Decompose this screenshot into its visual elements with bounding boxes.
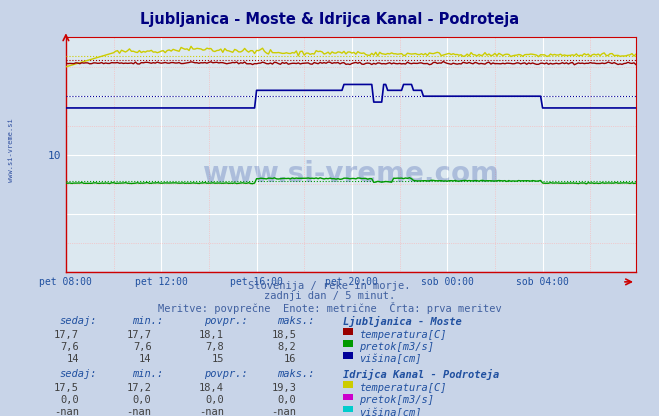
Text: www.si-vreme.com: www.si-vreme.com bbox=[202, 160, 500, 188]
Text: 17,5: 17,5 bbox=[54, 383, 79, 393]
Text: 8,2: 8,2 bbox=[278, 342, 297, 352]
Text: min.:: min.: bbox=[132, 316, 163, 326]
Text: 15: 15 bbox=[212, 354, 224, 364]
Text: zadnji dan / 5 minut.: zadnji dan / 5 minut. bbox=[264, 291, 395, 301]
Text: povpr.:: povpr.: bbox=[204, 316, 248, 326]
Text: 18,5: 18,5 bbox=[272, 330, 297, 340]
Text: višina[cm]: višina[cm] bbox=[359, 354, 422, 364]
Text: 16: 16 bbox=[284, 354, 297, 364]
Text: 0,0: 0,0 bbox=[206, 395, 224, 405]
Text: 14: 14 bbox=[67, 354, 79, 364]
Text: 17,2: 17,2 bbox=[127, 383, 152, 393]
Text: maks.:: maks.: bbox=[277, 316, 314, 326]
Text: 17,7: 17,7 bbox=[127, 330, 152, 340]
Text: min.:: min.: bbox=[132, 369, 163, 379]
Text: 17,7: 17,7 bbox=[54, 330, 79, 340]
Text: 14: 14 bbox=[139, 354, 152, 364]
Text: pretok[m3/s]: pretok[m3/s] bbox=[359, 342, 434, 352]
Text: maks.:: maks.: bbox=[277, 369, 314, 379]
Text: www.si-vreme.si: www.si-vreme.si bbox=[8, 118, 14, 182]
Text: temperatura[C]: temperatura[C] bbox=[359, 383, 447, 393]
Text: -nan: -nan bbox=[54, 407, 79, 416]
Text: Slovenija / reke in morje.: Slovenija / reke in morje. bbox=[248, 281, 411, 291]
Text: -nan: -nan bbox=[272, 407, 297, 416]
Text: 7,8: 7,8 bbox=[206, 342, 224, 352]
Text: višina[cm]: višina[cm] bbox=[359, 407, 422, 416]
Text: -nan: -nan bbox=[199, 407, 224, 416]
Text: temperatura[C]: temperatura[C] bbox=[359, 330, 447, 340]
Text: sedaj:: sedaj: bbox=[59, 369, 97, 379]
Text: 0,0: 0,0 bbox=[278, 395, 297, 405]
Text: 18,1: 18,1 bbox=[199, 330, 224, 340]
Text: povpr.:: povpr.: bbox=[204, 369, 248, 379]
Text: 7,6: 7,6 bbox=[61, 342, 79, 352]
Text: Idrijca Kanal - Podroteja: Idrijca Kanal - Podroteja bbox=[343, 369, 499, 380]
Text: Ljubljanica - Moste & Idrijca Kanal - Podroteja: Ljubljanica - Moste & Idrijca Kanal - Po… bbox=[140, 12, 519, 27]
Text: pretok[m3/s]: pretok[m3/s] bbox=[359, 395, 434, 405]
Text: Meritve: povprečne  Enote: metrične  Črta: prva meritev: Meritve: povprečne Enote: metrične Črta:… bbox=[158, 302, 501, 314]
Text: 19,3: 19,3 bbox=[272, 383, 297, 393]
Text: 0,0: 0,0 bbox=[61, 395, 79, 405]
Text: 0,0: 0,0 bbox=[133, 395, 152, 405]
Text: -nan: -nan bbox=[127, 407, 152, 416]
Text: 18,4: 18,4 bbox=[199, 383, 224, 393]
Text: sedaj:: sedaj: bbox=[59, 316, 97, 326]
Text: 7,6: 7,6 bbox=[133, 342, 152, 352]
Text: Ljubljanica - Moste: Ljubljanica - Moste bbox=[343, 316, 461, 327]
